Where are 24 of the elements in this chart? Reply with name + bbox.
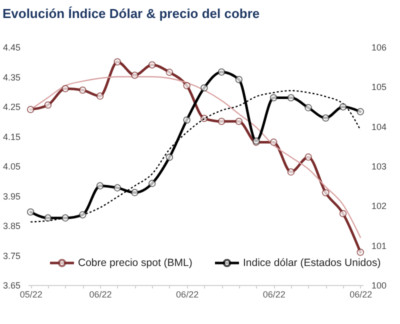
legend-label: Indice dólar (Estados Unidos) (243, 257, 381, 269)
x-tick-label: 06/22 (350, 290, 372, 300)
y-tick-label: 3.85 (2, 221, 20, 231)
x-tick-label: 05/22 (20, 290, 42, 300)
x-tick-label: 06/22 (176, 290, 199, 300)
y-tick-label: 4.15 (2, 132, 20, 142)
y-tick-label: 3.65 (2, 280, 20, 290)
y2-tick-label: 103 (372, 162, 387, 172)
y-tick-label: 4.35 (2, 72, 20, 82)
y2-tick-label: 102 (372, 201, 387, 212)
y2-tick-label: 105 (372, 82, 387, 92)
legend-label: Cobre precio spot (BML) (78, 257, 192, 269)
y2-tick-label: 100 (372, 280, 387, 290)
y-tick-label: 3.75 (2, 250, 20, 261)
y2-tick-label: 104 (372, 122, 387, 132)
y-tick-label: 4.05 (2, 162, 20, 172)
y2-tick-label: 101 (372, 240, 387, 251)
y-tick-label: 3.95 (2, 191, 20, 202)
y-tick-label: 4.25 (2, 102, 20, 112)
x-tick-label: 06/22 (262, 290, 286, 300)
x-tick-label: 06/22 (89, 290, 112, 300)
y2-tick-label: 106 (372, 42, 387, 52)
chart-title: Evolución Índice Dólar & precio del cobre (2, 6, 260, 21)
y-tick-label: 4.45 (2, 42, 20, 52)
